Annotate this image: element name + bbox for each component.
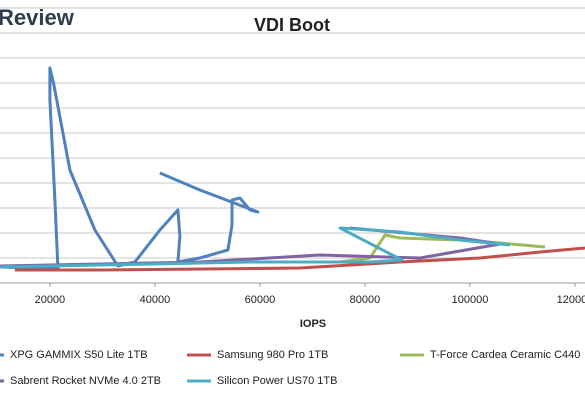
- series-line: [0, 66, 260, 270]
- x-tick-label: 100000: [452, 294, 489, 306]
- legend-label: Sabrent Rocket NVMe 4.0 2TB: [10, 375, 161, 387]
- x-axis-label: IOPS: [300, 318, 326, 330]
- x-tick-label: 60000: [245, 294, 276, 306]
- legend-label: XPG GAMMIX S50 Lite 1TB: [10, 349, 148, 361]
- chart-title: VDI Boot: [254, 15, 330, 35]
- x-tick-label: 40000: [140, 294, 171, 306]
- x-tick-label: 80000: [350, 294, 381, 306]
- series-line: [14, 246, 585, 272]
- x-tick-label: 120000: [557, 294, 585, 306]
- x-tick-label: 20000: [35, 294, 66, 306]
- legend-label: T-Force Cardea Ceramic C440: [430, 349, 580, 361]
- logo: Review: [0, 5, 75, 30]
- series-line: [0, 226, 511, 269]
- legend-label: Samsung 980 Pro 1TB: [217, 349, 328, 361]
- legend-label: Silicon Power US70 1TB: [217, 375, 337, 387]
